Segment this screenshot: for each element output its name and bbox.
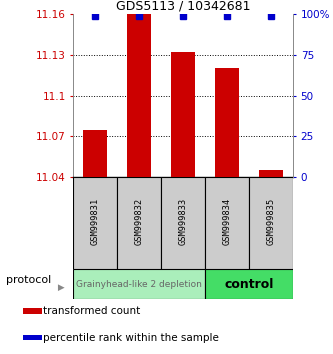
Bar	[73, 269, 205, 299]
Text: GSM999835: GSM999835	[266, 198, 276, 245]
Text: percentile rank within the sample: percentile rank within the sample	[43, 332, 219, 343]
Bar	[73, 177, 117, 269]
Bar	[171, 52, 195, 177]
Bar	[161, 177, 205, 269]
Bar	[205, 269, 293, 299]
Bar	[23, 308, 42, 314]
Text: protocol: protocol	[6, 275, 51, 285]
Title: GDS5113 / 10342681: GDS5113 / 10342681	[116, 0, 250, 13]
Bar	[205, 177, 249, 269]
Text: Grainyhead-like 2 depletion: Grainyhead-like 2 depletion	[76, 280, 202, 289]
Bar	[215, 68, 239, 177]
Text: GSM999834: GSM999834	[222, 198, 232, 245]
Text: transformed count: transformed count	[43, 306, 141, 316]
Bar	[259, 170, 283, 177]
Bar	[23, 335, 42, 340]
Bar	[83, 130, 107, 177]
Bar	[127, 14, 151, 177]
Bar	[117, 177, 161, 269]
Text: GSM999833: GSM999833	[178, 198, 188, 245]
Text: GSM999831: GSM999831	[91, 198, 100, 245]
Text: control: control	[224, 278, 274, 291]
Bar	[249, 177, 293, 269]
Text: GSM999832: GSM999832	[135, 198, 144, 245]
